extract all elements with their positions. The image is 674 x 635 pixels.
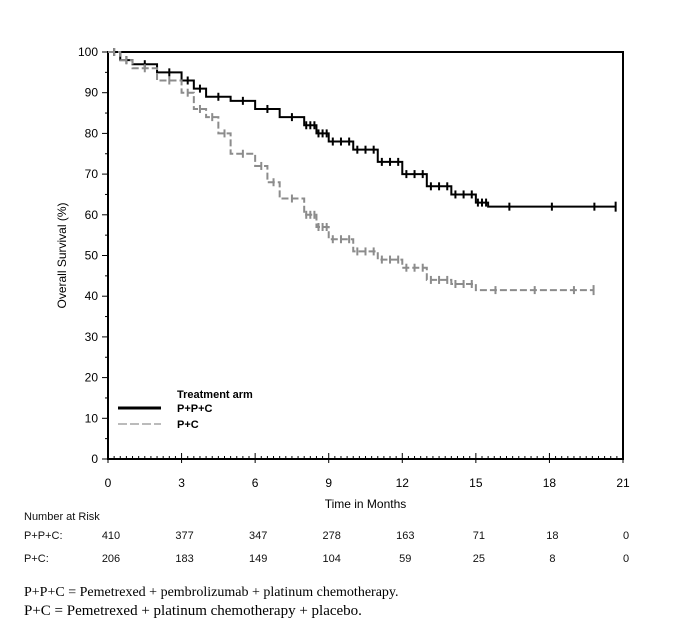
- risk-table-title: Number at Risk: [24, 511, 100, 523]
- x-tick-label: 21: [616, 476, 630, 490]
- y-tick-label: 100: [78, 45, 98, 59]
- legend-title: Treatment arm: [177, 389, 253, 401]
- legend-label: P+P+C: [177, 403, 213, 415]
- risk-count: 278: [322, 530, 341, 542]
- risk-row-label: P+C:: [24, 553, 49, 565]
- risk-count: 163: [396, 530, 415, 542]
- legend-label: P+C: [177, 419, 199, 431]
- y-tick-label: 70: [85, 167, 99, 181]
- risk-count: 59: [399, 553, 412, 565]
- risk-count: 18: [546, 530, 559, 542]
- y-tick-label: 90: [85, 86, 99, 100]
- x-tick-label: 15: [469, 476, 483, 490]
- y-tick-label: 20: [85, 371, 99, 385]
- survival-curve-0: [108, 51, 616, 208]
- risk-count: 149: [248, 553, 268, 565]
- y-tick-label: 10: [85, 411, 99, 425]
- x-tick-label: 12: [396, 476, 410, 490]
- y-tick-label: 30: [85, 330, 99, 344]
- footnote-1: P+P+C = Pemetrexed + pembrolizumab + pla…: [24, 585, 399, 600]
- km-chart: 0 10 20 30 40 50 60 70 80 90 100 0 3 6 9 12 15 18 21 Time i…: [55, 45, 630, 511]
- risk-count: 104: [322, 553, 341, 565]
- risk-count: 25: [472, 553, 485, 565]
- x-tick-label: 18: [543, 476, 557, 490]
- y-tick-label: 80: [85, 126, 99, 140]
- y-tick-label: 0: [91, 452, 98, 466]
- y-tick-label: 50: [85, 249, 99, 263]
- y-axis-label: Overall Survival (%): [55, 202, 69, 308]
- y-tick-label: 60: [85, 208, 99, 222]
- risk-count: 377: [175, 530, 194, 542]
- x-axis-label: Time in Months: [325, 497, 407, 511]
- x-tick-label: 9: [325, 476, 332, 490]
- risk-row-label: P+P+C:: [24, 530, 63, 542]
- x-tick-label: 0: [105, 476, 112, 490]
- x-tick-label: 3: [178, 476, 185, 490]
- risk-count: 347: [248, 530, 268, 542]
- risk-count: 71: [472, 530, 485, 542]
- risk-count: 183: [175, 553, 194, 565]
- y-tick-label: 40: [85, 289, 99, 303]
- risk-count: 206: [101, 553, 121, 565]
- x-tick-label: 6: [252, 476, 259, 490]
- risk-count: 410: [101, 530, 121, 542]
- survival-curve-1: [108, 51, 594, 292]
- footnote-2: P+C = Pemetrexed + platinum chemotherapy…: [24, 603, 362, 619]
- risk-count: 0: [622, 530, 630, 542]
- risk-count: 8: [549, 553, 556, 565]
- risk-count: 0: [622, 553, 630, 565]
